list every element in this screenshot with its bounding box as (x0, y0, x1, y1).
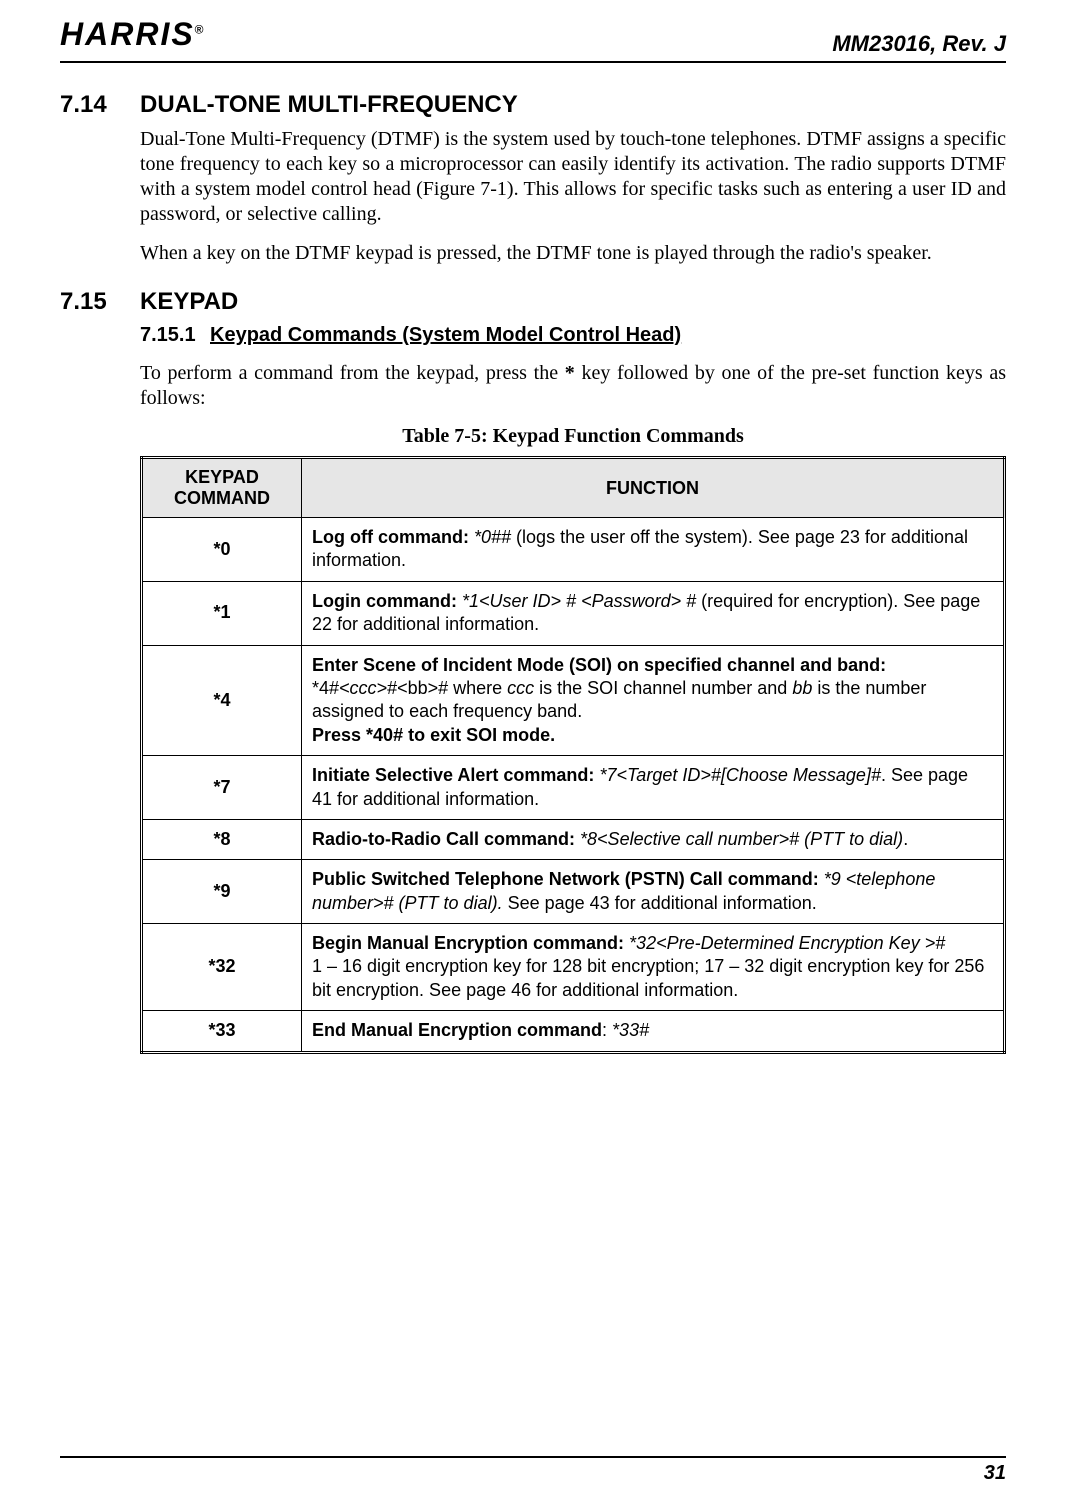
subsection-header: 7.15.1 Keypad Commands (System Model Con… (140, 324, 1006, 347)
table-caption: Table 7-5: Keypad Function Commands (140, 425, 1006, 448)
command-cell: *4 (142, 645, 302, 756)
command-cell: *7 (142, 756, 302, 820)
subsection-number: 7.15.1 (140, 324, 210, 347)
table-header-row: KEYPAD COMMAND FUNCTION (142, 458, 1005, 518)
section-714-body: Dual-Tone Multi-Frequency (DTMF) is the … (140, 127, 1006, 266)
table-header-command: KEYPAD COMMAND (142, 458, 302, 518)
function-cell: Enter Scene of Incident Mode (SOI) on sp… (302, 645, 1005, 756)
function-cell: End Manual Encryption command: *33# (302, 1011, 1005, 1052)
table-row: *0Log off command: *0## (logs the user o… (142, 518, 1005, 582)
page: HARRIS® MM23016, Rev. J 7.14 DUAL-TONE M… (0, 0, 1066, 1509)
command-cell: *33 (142, 1011, 302, 1052)
paragraph: To perform a command from the keypad, pr… (140, 361, 1006, 411)
command-cell: *1 (142, 581, 302, 645)
function-cell: Initiate Selective Alert command: *7<Tar… (302, 756, 1005, 820)
intro-text-a: To perform a command from the keypad, pr… (140, 362, 565, 384)
page-header: HARRIS® MM23016, Rev. J (60, 20, 1006, 63)
section-715-body: To perform a command from the keypad, pr… (140, 361, 1006, 1054)
command-cell: *32 (142, 924, 302, 1011)
section-title: KEYPAD (140, 288, 238, 316)
table-row: *4Enter Scene of Incident Mode (SOI) on … (142, 645, 1005, 756)
brand-logo: HARRIS® (60, 16, 206, 53)
section-number: 7.14 (60, 91, 140, 119)
function-cell: Radio-to-Radio Call command: *8<Selectiv… (302, 819, 1005, 859)
section-header-714: 7.14 DUAL-TONE MULTI-FREQUENCY (60, 91, 1006, 119)
command-cell: *9 (142, 860, 302, 924)
command-cell: *0 (142, 518, 302, 582)
keypad-commands-table: KEYPAD COMMAND FUNCTION *0Log off comman… (140, 456, 1006, 1054)
section-header-715: 7.15 KEYPAD (60, 288, 1006, 316)
logo-text: HARRIS (60, 16, 195, 52)
paragraph: Dual-Tone Multi-Frequency (DTMF) is the … (140, 127, 1006, 227)
function-cell: Login command: *1<User ID> # <Password> … (302, 581, 1005, 645)
function-cell: Public Switched Telephone Network (PSTN)… (302, 860, 1005, 924)
logo-registered: ® (195, 22, 206, 36)
paragraph: When a key on the DTMF keypad is pressed… (140, 241, 1006, 266)
subsection-title: Keypad Commands (System Model Control He… (210, 324, 681, 347)
function-cell: Begin Manual Encryption command: *32<Pre… (302, 924, 1005, 1011)
function-cell: Log off command: *0## (logs the user off… (302, 518, 1005, 582)
table-row: *9Public Switched Telephone Network (PST… (142, 860, 1005, 924)
command-cell: *8 (142, 819, 302, 859)
section-title: DUAL-TONE MULTI-FREQUENCY (140, 91, 518, 119)
table-row: *33End Manual Encryption command: *33# (142, 1011, 1005, 1052)
table-row: *8Radio-to-Radio Call command: *8<Select… (142, 819, 1005, 859)
section-number: 7.15 (60, 288, 140, 316)
document-id: MM23016, Rev. J (832, 31, 1006, 57)
table-row: *1Login command: *1<User ID> # <Password… (142, 581, 1005, 645)
table-row: *7Initiate Selective Alert command: *7<T… (142, 756, 1005, 820)
table-row: *32Begin Manual Encryption command: *32<… (142, 924, 1005, 1011)
page-number: 31 (984, 1462, 1006, 1484)
table-header-function: FUNCTION (302, 458, 1005, 518)
star-key: * (565, 362, 575, 384)
page-footer: 31 (60, 1456, 1006, 1485)
